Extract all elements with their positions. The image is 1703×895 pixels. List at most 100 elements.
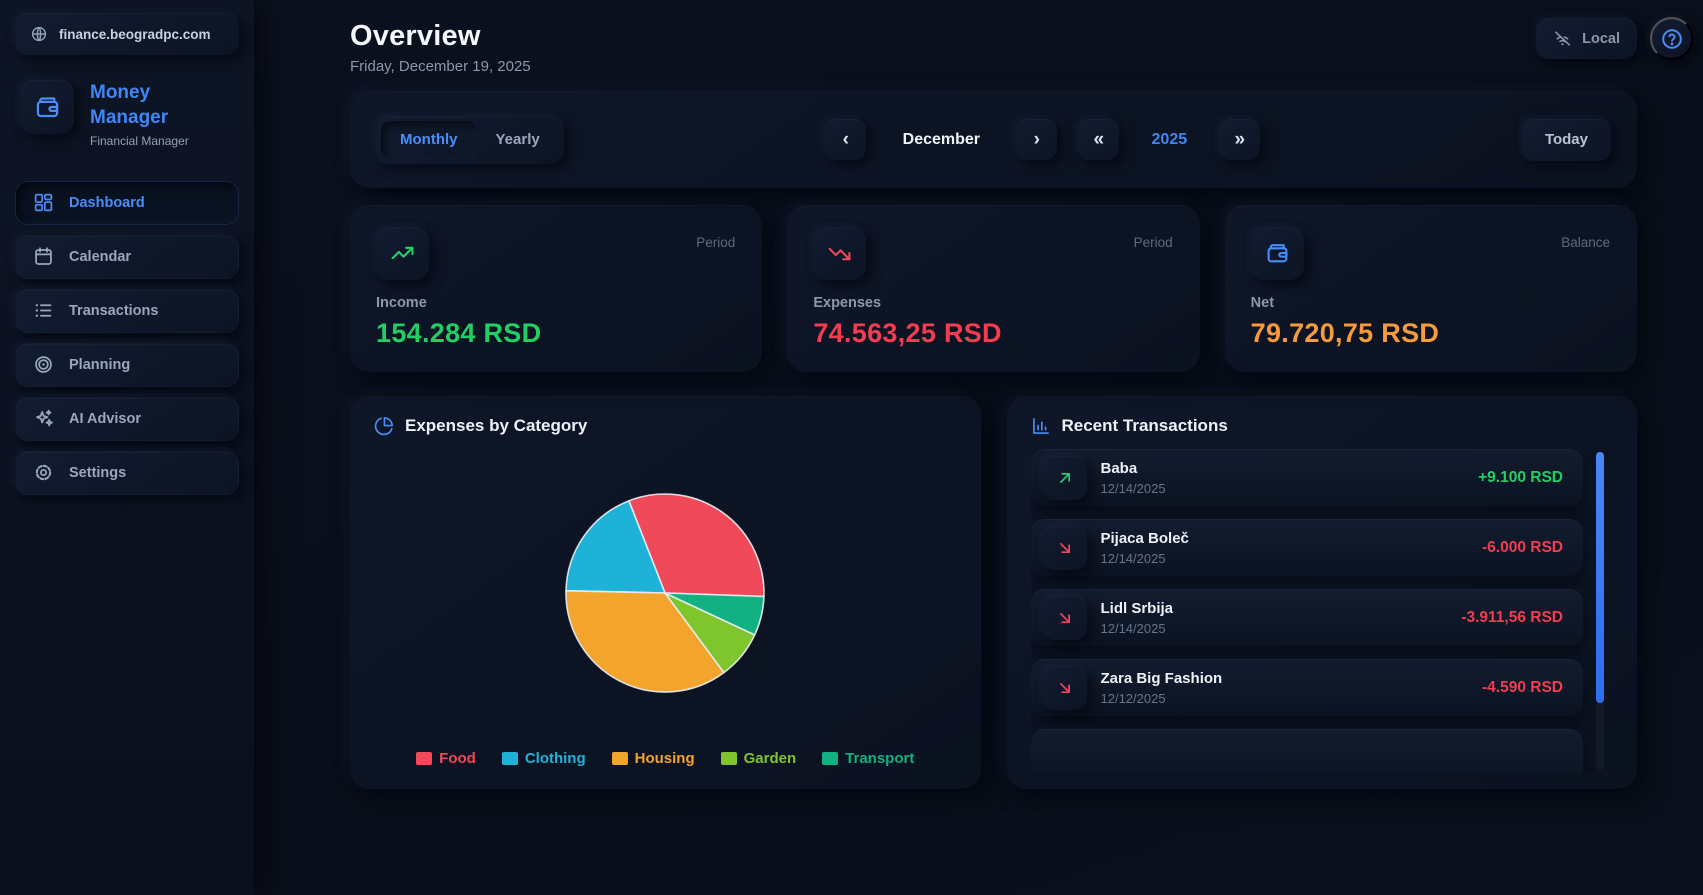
panel-title: Recent Transactions [1061, 416, 1228, 435]
transaction-row-lidl-srbija[interactable]: Lidl Srbija 12/14/2025 -3.911,56 RSD [1030, 589, 1583, 646]
arrow-down-right-icon [1055, 678, 1075, 698]
sidebar-item-dashboard[interactable]: Dashboard [15, 180, 239, 225]
stat-value: 74.563,25 RSD [813, 318, 1002, 348]
wallet-icon [20, 80, 74, 134]
sidebar-item-label: Transactions [69, 302, 159, 319]
transaction-amount: -6.000 RSD [1482, 538, 1563, 556]
transaction-name: Lidl Srbija [1100, 599, 1174, 617]
stat-value: 154.284 RSD [376, 318, 542, 348]
stat-card-income: Period Income 154.284 RSD [350, 205, 763, 372]
sidebar-item-calendar[interactable]: Calendar [15, 234, 239, 279]
sparkles-icon [33, 408, 54, 429]
legend-item-food[interactable]: Food [416, 750, 476, 767]
prev-month-button[interactable]: ‹ [825, 119, 867, 160]
recent-transactions-panel: Recent Transactions Baba 12/14/2025 +9.1… [1006, 396, 1637, 789]
top-actions: Local [1536, 18, 1637, 59]
bottom-row: Expenses by Category Food Clothing Housi… [350, 396, 1637, 789]
stat-label: Income [376, 295, 427, 311]
legend-label: Garden [743, 750, 797, 767]
sidebar-item-label: Planning [69, 356, 131, 373]
pie-slice-clothing[interactable] [565, 500, 667, 594]
transaction-name: Zara Big Fashion [1100, 669, 1223, 687]
storage-mode-label: Local [1582, 30, 1620, 47]
transactions-list: Baba 12/14/2025 +9.100 RSD Pijaca Boleč … [1030, 449, 1614, 773]
dashboard-grid-icon [33, 192, 54, 213]
sidebar-item-label: AI Advisor [69, 410, 141, 427]
pie-slice-transport[interactable] [664, 592, 765, 636]
panel-header: Recent Transactions [1031, 416, 1614, 436]
arrow-down-right-icon [1055, 608, 1075, 628]
trending-up-icon [376, 227, 429, 280]
transaction-date: 12/12/2025 [1100, 690, 1166, 706]
transaction-date: 12/14/2025 [1100, 620, 1166, 636]
help-button[interactable] [1650, 17, 1693, 60]
sidebar-item-planning[interactable]: Planning [15, 342, 239, 387]
pie-slice-housing[interactable] [565, 589, 725, 693]
legend-item-housing[interactable]: Housing [611, 750, 695, 767]
help-icon [1660, 27, 1684, 51]
page-title: Overview [350, 20, 481, 52]
transactions-scrollbar-thumb[interactable] [1596, 452, 1604, 704]
chart-legend: Food Clothing Housing Garden Transport [374, 750, 957, 773]
next-month-button[interactable]: › [1016, 119, 1058, 160]
expenses-pie-chart [565, 493, 765, 693]
legend-label: Housing [634, 750, 695, 767]
legend-swatch [416, 752, 433, 765]
period-bar: Monthly Yearly ‹ December › « 2025 » Toda… [350, 91, 1637, 188]
legend-label: Clothing [524, 750, 586, 767]
pie-chart-icon [374, 416, 394, 436]
pie-slice-food[interactable] [628, 493, 765, 598]
next-year-button[interactable]: » [1219, 119, 1261, 160]
topbar: Overview Friday, December 19, 2025 Local [350, 14, 1637, 75]
stat-scope-label: Period [696, 235, 736, 250]
stats-row: Period Income 154.284 RSD Period Expense… [350, 205, 1637, 372]
trending-down-icon [813, 227, 867, 280]
storage-mode-badge[interactable]: Local [1536, 18, 1637, 59]
stat-scope-label: Balance [1561, 235, 1610, 250]
main-content: Overview Friday, December 19, 2025 Local… [254, 0, 1703, 895]
period-toggle-monthly[interactable]: Monthly [381, 121, 477, 159]
arrow-down-right-icon [1055, 538, 1075, 558]
period-toggle-yearly[interactable]: Yearly [477, 121, 559, 159]
current-month-label: December [902, 130, 981, 148]
sidebar-item-label: Calendar [69, 248, 132, 265]
domain-badge: finance.beogradpc.com [15, 13, 239, 55]
domain-label: finance.beogradpc.com [59, 26, 211, 42]
arrow-up-right-icon [1055, 468, 1075, 488]
transaction-row-zara-big-fashion[interactable]: Zara Big Fashion 12/12/2025 -4.590 RSD [1030, 659, 1583, 716]
today-button[interactable]: Today [1521, 118, 1611, 161]
wifi-off-icon [1553, 29, 1572, 48]
transaction-amount: +9.100 RSD [1478, 468, 1563, 486]
legend-label: Transport [845, 750, 915, 767]
gear-icon [33, 462, 54, 483]
sidebar-item-label: Dashboard [69, 194, 145, 211]
transaction-amount: -4.590 RSD [1482, 678, 1563, 696]
sidebar-item-ai-advisor[interactable]: AI Advisor [15, 396, 239, 441]
sidebar-item-settings[interactable]: Settings [15, 450, 239, 495]
legend-item-transport[interactable]: Transport [822, 750, 914, 767]
panel-header: Expenses by Category [374, 416, 957, 436]
app-tagline: Financial Manager [90, 133, 189, 148]
wallet-icon [1250, 227, 1304, 280]
stat-card-expenses: Period Expenses 74.563,25 RSD [787, 205, 1200, 372]
transaction-date: 12/14/2025 [1100, 480, 1166, 496]
legend-item-clothing[interactable]: Clothing [501, 750, 586, 767]
period-toggle: Monthly Yearly [376, 115, 564, 164]
brand: Money Manager Financial Manager [15, 55, 239, 156]
transaction-date: 12/14/2025 [1100, 550, 1166, 566]
current-year-label: 2025 [1151, 130, 1188, 148]
legend-label: Food [439, 750, 476, 767]
transaction-row-pijaca-bole[interactable]: Pijaca Boleč 12/14/2025 -6.000 RSD [1030, 519, 1583, 576]
pie-chart-area [374, 436, 957, 750]
month-year-navigation: ‹ December › « 2025 » [582, 119, 1504, 160]
legend-item-garden[interactable]: Garden [720, 750, 797, 767]
page-date: Friday, December 19, 2025 [350, 58, 531, 75]
transaction-row-baba[interactable]: Baba 12/14/2025 +9.100 RSD [1030, 449, 1583, 506]
globe-icon [30, 25, 48, 43]
sidebar-item-transactions[interactable]: Transactions [15, 288, 239, 333]
panel-title: Expenses by Category [405, 416, 588, 435]
transaction-row-partial[interactable] [1030, 729, 1583, 773]
sidebar-item-label: Settings [69, 464, 127, 481]
sidebar-nav: Dashboard Calendar Transactions Planning… [15, 180, 239, 495]
prev-year-button[interactable]: « [1078, 119, 1120, 160]
